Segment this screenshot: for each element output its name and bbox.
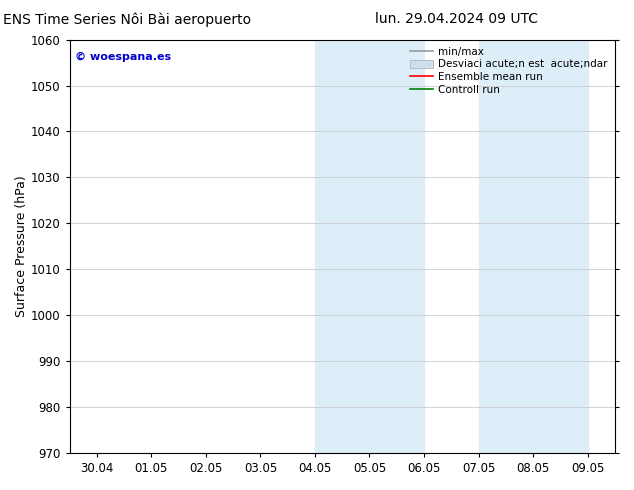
Bar [533, 40, 588, 453]
Bar [479, 40, 533, 453]
Bar [315, 40, 370, 453]
Text: © woespana.es: © woespana.es [75, 52, 171, 62]
Legend: min/max, Desviaci acute;n est  acute;ndar, Ensemble mean run, Controll run: min/max, Desviaci acute;n est acute;ndar… [408, 45, 610, 97]
Text: lun. 29.04.2024 09 UTC: lun. 29.04.2024 09 UTC [375, 12, 538, 26]
Text: ENS Time Series Nôi Bài aeropuerto: ENS Time Series Nôi Bài aeropuerto [3, 12, 251, 27]
Bar [370, 40, 424, 453]
Y-axis label: Surface Pressure (hPa): Surface Pressure (hPa) [15, 175, 28, 317]
